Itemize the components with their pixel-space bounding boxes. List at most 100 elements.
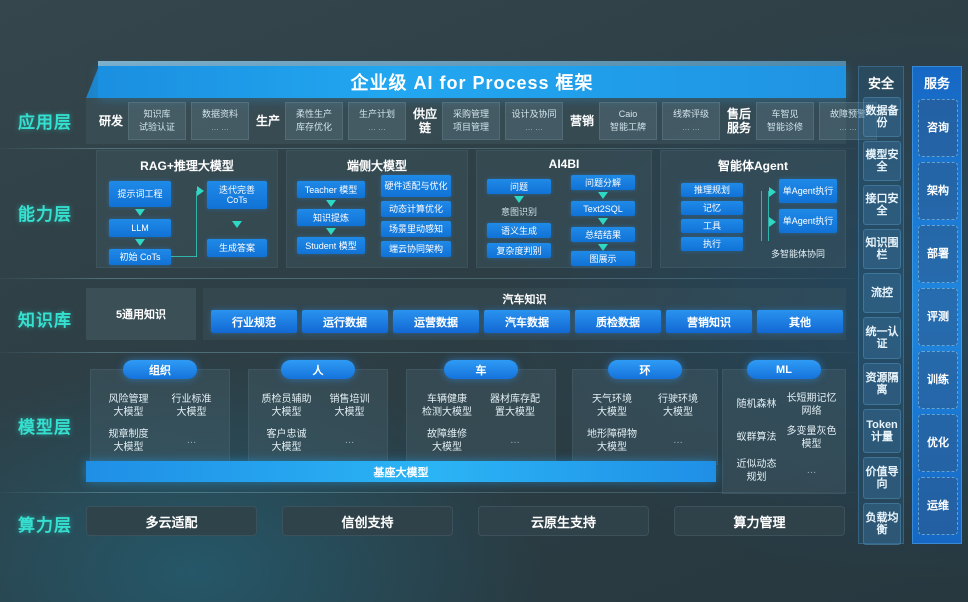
capability-box-rag[interactable]: RAG+推理大模型 提示词工程 LLM 初始 CoTs 迭代完善 CoTs 生成…	[96, 150, 278, 268]
model-item-more[interactable]: …	[806, 465, 817, 476]
app-cell[interactable]: 车智见 智能诊修	[756, 102, 814, 140]
rag-node-initial-cots[interactable]: 初始 CoTs	[109, 249, 171, 265]
model-item[interactable]: 质检员辅助 大模型	[261, 393, 312, 418]
kb-chip-business-data[interactable]: 运营数据	[393, 310, 479, 333]
security-item-value-orientation[interactable]: 价值导向	[863, 457, 901, 499]
edge-node-knowledge-distill[interactable]: 知识提炼	[297, 209, 365, 226]
security-item-knowledge-fence[interactable]: 知识围栏	[863, 229, 901, 269]
compute-chip-compute-mgmt[interactable]: 算力管理	[674, 506, 845, 536]
capability-box-ai4bi[interactable]: AI4BI 问题 意图识别 语义生成 复杂度判别 问题分解 Text2SQL 总…	[476, 150, 652, 268]
service-item-optimization[interactable]: 优化	[918, 414, 958, 472]
app-group-marketing[interactable]: 营销 Caio 智能工牌 线索评级 ... ...	[565, 98, 720, 144]
model-item[interactable]: 销售培训 大模型	[329, 393, 370, 418]
kb-chip-industry-standard[interactable]: 行业规范	[211, 310, 297, 333]
edge-node-scene-perception[interactable]: 场景里动感知	[381, 221, 451, 237]
service-item-training[interactable]: 训练	[918, 351, 958, 409]
app-cell[interactable]: 数据资料 ... ...	[191, 102, 249, 140]
model-item-more[interactable]: …	[186, 435, 197, 446]
service-item-evaluation[interactable]: 评测	[918, 288, 958, 346]
security-item-resource-isolation[interactable]: 资源隔离	[863, 363, 901, 405]
edge-node-cloud-edge-arch[interactable]: 端云协同架构	[381, 241, 451, 257]
ai4bi-node-text2sql[interactable]: Text2SQL	[571, 201, 635, 216]
knowledge-general-box[interactable]: 5通用知识	[86, 288, 196, 340]
app-cell[interactable]: 故障预警 ... ...	[819, 102, 877, 140]
edge-node-dynamic-compute[interactable]: 动态计算优化	[381, 201, 451, 217]
model-item-more[interactable]: …	[510, 435, 520, 446]
app-cell[interactable]: 柔性生产 库存优化	[285, 102, 343, 140]
edge-node-hw-adaptation[interactable]: 硬件适配与优化	[381, 175, 451, 197]
model-item[interactable]: 地形障碍物 大模型	[587, 428, 637, 453]
capability-box-title: 端侧大模型	[346, 159, 407, 173]
edge-node-student-model[interactable]: Student 模型	[297, 237, 365, 254]
app-cell[interactable]: 知识库 试验认证	[128, 102, 186, 140]
security-item-flow-control[interactable]: 流控	[863, 273, 901, 313]
agent-node-execution[interactable]: 执行	[681, 237, 743, 251]
edge-node-teacher-model[interactable]: Teacher 模型	[297, 181, 365, 198]
agent-node-memory[interactable]: 记忆	[681, 201, 743, 215]
model-item[interactable]: 多变量灰色 模型	[786, 425, 837, 450]
app-cell[interactable]: 采购管理 项目管理	[442, 102, 500, 140]
model-item-more[interactable]: …	[673, 435, 683, 446]
agent-node-single-agent-1[interactable]: 单Agent执行	[779, 179, 837, 203]
capability-box-agent[interactable]: 智能体Agent 推理规划 记忆 工具 执行 单Agent执行 单Agent执行…	[660, 150, 846, 268]
model-item[interactable]: 行业标准 大模型	[171, 393, 212, 418]
agent-node-reasoning-planning[interactable]: 推理规划	[681, 183, 743, 197]
security-item-model-security[interactable]: 模型安全	[863, 141, 901, 181]
arrow-down-icon	[598, 192, 608, 199]
ai4bi-node-summarize[interactable]: 总结结果	[571, 227, 635, 242]
rag-node-generate-answer[interactable]: 生成答案	[207, 239, 267, 257]
model-group-body: 车辆健康 检测大模型 器材库存配 置大模型 故障维修 大模型 …	[406, 369, 556, 465]
rag-node-llm[interactable]: LLM	[109, 219, 171, 237]
kb-chip-vehicle-data[interactable]: 汽车数据	[484, 310, 570, 333]
model-item[interactable]: 器材库存配 置大模型	[490, 393, 540, 418]
model-item[interactable]: 随机森林	[736, 399, 777, 410]
rag-node-prompt-engineering[interactable]: 提示词工程	[109, 181, 171, 207]
compute-chip-xinchuang[interactable]: 信创支持	[282, 506, 453, 536]
security-item-data-backup[interactable]: 数据备份	[863, 97, 901, 137]
rag-node-iterative-cots[interactable]: 迭代完善 CoTs	[207, 181, 267, 209]
ai4bi-node-question-decompose[interactable]: 问题分解	[571, 175, 635, 190]
model-item-more[interactable]: …	[344, 435, 355, 446]
service-item-architecture[interactable]: 架构	[918, 162, 958, 220]
ai4bi-node-complexity-judge[interactable]: 复杂度判别	[487, 243, 551, 258]
model-item[interactable]: 长短期记忆 网络	[786, 392, 837, 417]
ai4bi-node-chart-display[interactable]: 图展示	[571, 251, 635, 266]
ai4bi-node-intent-recognition[interactable]: 意图识别	[500, 207, 537, 217]
kb-chip-operation-data[interactable]: 运行数据	[302, 310, 388, 333]
capability-box-edge-model[interactable]: 端侧大模型 Teacher 模型 知识提炼 Student 模型 硬件适配与优化…	[286, 150, 468, 268]
model-item[interactable]: 风险管理 大模型	[108, 393, 149, 418]
security-item-load-balance[interactable]: 负载均衡	[863, 503, 901, 545]
model-item[interactable]: 车辆健康 检测大模型	[422, 393, 472, 418]
app-group-production[interactable]: 生产 柔性生产 库存优化 生产计划 ... ...	[251, 98, 406, 144]
model-item[interactable]: 故障维修 大模型	[427, 428, 467, 453]
model-item[interactable]: 规章制度 大模型	[108, 428, 149, 453]
app-cell[interactable]: Caio 智能工牌	[599, 102, 657, 140]
model-item[interactable]: 近似动态 规划	[736, 458, 777, 483]
security-item-token-metering[interactable]: Token计量	[863, 409, 901, 453]
agent-node-single-agent-2[interactable]: 单Agent执行	[779, 209, 837, 233]
app-group-supply-chain[interactable]: 供应链 采购管理 项目管理 设计及协同 ... ...	[408, 98, 563, 144]
security-item-unified-auth[interactable]: 统一认证	[863, 317, 901, 359]
kb-chip-marketing-knowledge[interactable]: 营销知识	[666, 310, 752, 333]
arrow-down-icon	[326, 228, 336, 235]
security-item-api-security[interactable]: 接口安全	[863, 185, 901, 225]
app-group-rd[interactable]: 研发 知识库 试验认证 数据资料 ... ...	[94, 98, 249, 144]
service-item-deployment[interactable]: 部署	[918, 225, 958, 283]
compute-chip-cloud-native[interactable]: 云原生支持	[478, 506, 649, 536]
agent-node-tools[interactable]: 工具	[681, 219, 743, 233]
model-item[interactable]: 天气环境 大模型	[592, 393, 632, 418]
ai4bi-node-question[interactable]: 问题	[487, 179, 551, 194]
model-item[interactable]: 蚁群算法	[736, 432, 777, 443]
model-item[interactable]: 行驶环境 大模型	[658, 393, 698, 418]
kb-chip-quality-data[interactable]: 质检数据	[575, 310, 661, 333]
service-item-operations[interactable]: 运维	[918, 477, 958, 535]
app-cell[interactable]: 设计及协同 ... ...	[505, 102, 563, 140]
app-cell[interactable]: 生产计划 ... ...	[348, 102, 406, 140]
compute-chip-multi-cloud[interactable]: 多云适配	[86, 506, 257, 536]
app-group-after-sales[interactable]: 售后服务 车智见 智能诊修 故障预警 ... ...	[722, 98, 877, 144]
kb-chip-other[interactable]: 其他	[757, 310, 843, 333]
app-cell[interactable]: 线索评级 ... ...	[662, 102, 720, 140]
model-item[interactable]: 客户忠诚 大模型	[266, 428, 307, 453]
service-item-consulting[interactable]: 咨询	[918, 99, 958, 157]
ai4bi-node-semantic-generation[interactable]: 语义生成	[487, 223, 551, 238]
